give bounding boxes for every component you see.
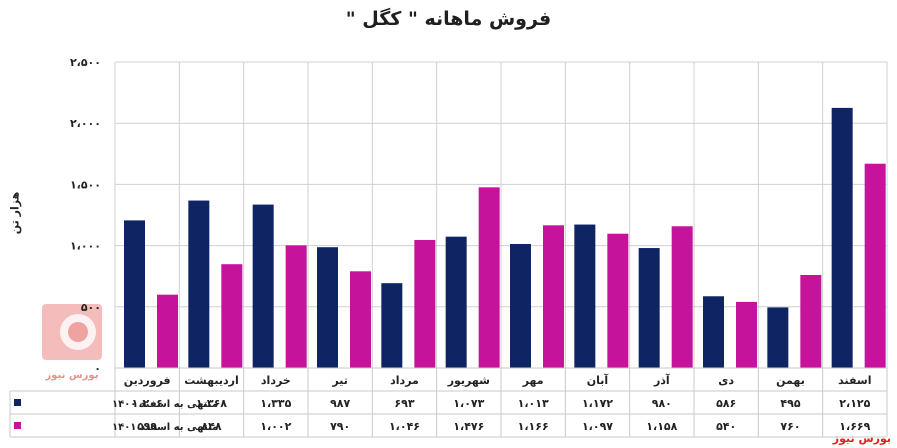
bar-series-1401 <box>478 187 500 368</box>
x-category-label: بهمن <box>776 374 805 387</box>
bar-series-1401 <box>736 301 757 368</box>
y-tick-label: ۱،۵۰۰ <box>70 178 101 191</box>
bar-series-1401 <box>607 233 629 368</box>
x-category-label: مرداد <box>390 374 419 387</box>
x-category-label: آذر <box>653 373 670 387</box>
bar-series-1400 <box>831 107 853 369</box>
bar-series-1401 <box>671 226 693 368</box>
legend-key <box>14 422 21 429</box>
bar-series-1400 <box>574 224 596 368</box>
bar-series-1400 <box>317 247 338 368</box>
data-label: ۱،۲۰۶ <box>132 397 163 410</box>
y-tick-label: ۰ <box>94 362 101 375</box>
y-axis-ticks: ۰ ۵۰۰ ۱،۰۰۰ ۱،۵۰۰ ۲،۰۰۰ ۲،۵۰۰ <box>70 56 101 375</box>
data-label: ۱،۳۳۵ <box>260 397 291 410</box>
data-label: ۱،۱۷۲ <box>582 397 613 410</box>
y-tick-label: ۲،۰۰۰ <box>70 117 101 130</box>
data-label: ۱،۰۰۲ <box>260 420 291 433</box>
data-label: ۹۸۷ <box>330 397 350 410</box>
bar-series-1400 <box>510 244 531 368</box>
y-tick-label: ۵۰۰ <box>81 301 101 314</box>
bars <box>124 107 886 369</box>
x-category-label: مهر <box>522 374 544 387</box>
legend-key <box>14 399 21 406</box>
data-label: ۵۹۹ <box>137 420 157 433</box>
data-label: ۵۸۶ <box>716 397 736 410</box>
data-label: ۲،۱۲۵ <box>839 397 870 410</box>
bar-series-1401 <box>221 264 243 368</box>
bar-series-1400 <box>703 296 724 368</box>
y-tick-label: ۲،۵۰۰ <box>70 56 101 69</box>
data-label: ۵۴۰ <box>716 420 736 433</box>
bar-series-1400 <box>767 307 789 368</box>
bar-series-1401 <box>157 294 178 368</box>
bar-series-1400 <box>124 220 145 368</box>
data-label: ۸۴۸ <box>201 420 221 433</box>
logo-text: بورس نیوز <box>45 370 99 381</box>
data-label: ۴۹۵ <box>780 397 800 410</box>
bar-series-1401 <box>800 274 822 368</box>
data-label: ۱،۰۷۳ <box>453 397 484 410</box>
legend-label: منتهی به اسفند ۱۴۰۱ <box>112 422 218 433</box>
data-label: ۷۶۰ <box>780 420 800 433</box>
bar-series-1400 <box>638 248 660 368</box>
data-label: ۱،۰۴۶ <box>389 420 420 433</box>
bar-series-1401 <box>543 225 564 368</box>
bar-series-1400 <box>188 200 210 368</box>
data-label: ۱،۴۷۶ <box>453 420 484 433</box>
x-category-label: شهریور <box>447 374 490 387</box>
data-label: ۱،۶۶۹ <box>839 420 870 433</box>
data-label: ۱،۰۱۳ <box>518 397 549 410</box>
bar-series-1401 <box>414 239 436 368</box>
x-category-label: خرداد <box>261 374 291 387</box>
data-label: ۶۹۳ <box>394 397 414 410</box>
watermark: بورس نیوز <box>832 432 891 445</box>
x-category-label: اسفند <box>838 374 871 387</box>
data-label: ۱،۰۹۷ <box>582 420 613 433</box>
bar-series-1401 <box>864 163 886 368</box>
x-category-label: تیر <box>331 374 347 387</box>
bar-series-1400 <box>252 204 274 368</box>
x-category-label: فروردین <box>124 374 171 387</box>
data-label: ۱،۳۶۸ <box>196 397 227 410</box>
x-category-label: اردیبهشت <box>184 374 238 387</box>
chart-title: فروش ماهانه " کگل " <box>345 8 552 30</box>
bar-series-1401 <box>350 271 371 368</box>
data-label: ۷۹۰ <box>330 420 350 433</box>
y-tick-label: ۱،۰۰۰ <box>70 240 101 253</box>
logo-icon: بورس نیوز <box>42 304 102 381</box>
grid-lines <box>114 61 888 369</box>
data-label: ۱،۱۵۸ <box>646 420 677 433</box>
bar-series-1401 <box>285 245 307 368</box>
data-table: فروردین اردیبهشت خرداد تیر مرداد شهریور مهر آبا… <box>9 367 888 438</box>
x-category-label: آبان <box>587 373 609 387</box>
bar-series-1400 <box>381 283 403 368</box>
legend-label: منتهی به اسفند ۱۴۰۰ <box>112 399 218 410</box>
data-label: ۹۸۰ <box>652 397 672 410</box>
x-category-label: دی <box>718 374 734 387</box>
data-label: ۱،۱۶۶ <box>518 420 549 433</box>
bar-series-1400 <box>445 236 467 368</box>
